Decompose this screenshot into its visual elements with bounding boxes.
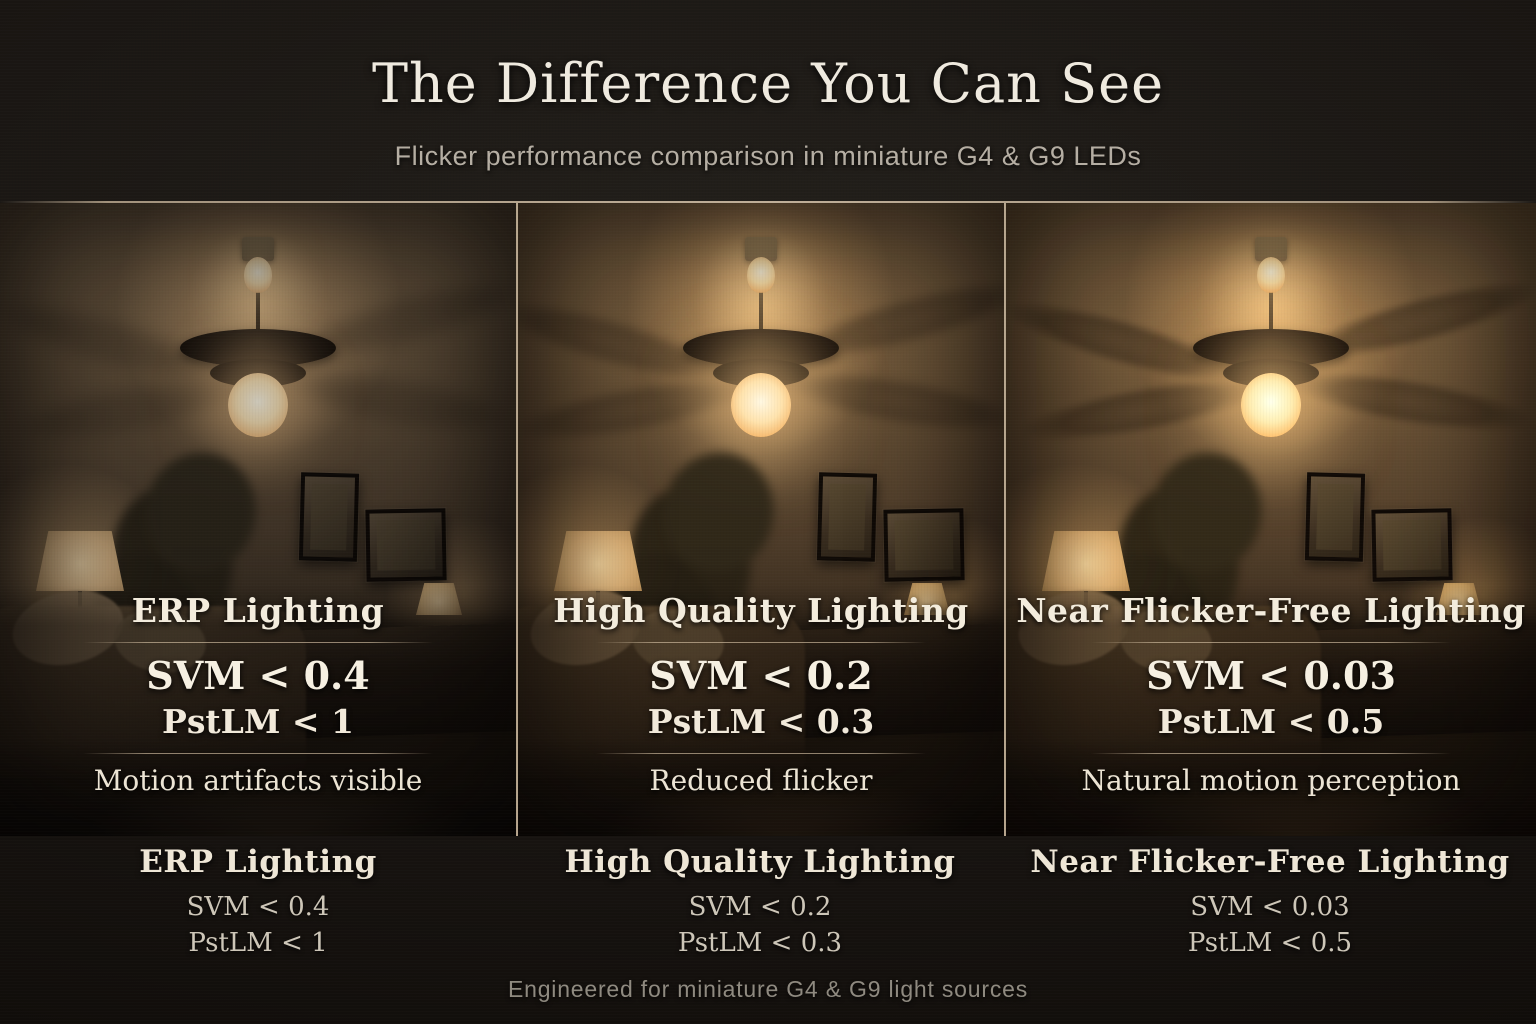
stat-divider [1090, 753, 1452, 754]
stat-divider [1090, 642, 1452, 643]
panel-caption: Natural motion perception [1081, 764, 1461, 797]
panel-erp-lighting: ERP Lighting SVM < 0.4 PstLM < 1 Motion … [0, 203, 516, 836]
bottom-label-high-quality: High Quality Lighting SVM < 0.2 PstLM < … [516, 844, 1004, 958]
stat-divider [595, 753, 927, 754]
bottom-labels-row: ERP Lighting SVM < 0.4 PstLM < 1 High Qu… [0, 844, 1536, 958]
fan-light-bulb [228, 373, 288, 437]
bottom-label-heading: Near Flicker-Free Lighting [1030, 844, 1510, 880]
panel-near-flicker-free-lighting: Near Flicker-Free Lighting SVM < 0.03 Ps… [1004, 203, 1536, 836]
panel-heading: Near Flicker-Free Lighting [1016, 591, 1526, 630]
pstlm-value: PstLM < 0.5 [1157, 702, 1385, 741]
comparison-photo-strip: ERP Lighting SVM < 0.4 PstLM < 1 Motion … [0, 203, 1536, 836]
bottom-label-pstlm: PstLM < 1 [188, 928, 328, 958]
footer-tagline: Engineered for miniature G4 & G9 light s… [507, 976, 1029, 1002]
floor-lamp-shade [554, 531, 642, 591]
fan-downrod [1269, 259, 1273, 335]
svm-value: SVM < 0.2 [649, 653, 873, 698]
top-divider-line [0, 201, 1536, 203]
stat-divider [82, 753, 434, 754]
pstlm-value: PstLM < 0.3 [647, 702, 875, 741]
panel-caption: Reduced flicker [649, 764, 873, 797]
room-photo-flicker-free [1006, 203, 1536, 836]
floor-shadow [518, 738, 1004, 836]
header: The Difference You Can See Flicker perfo… [0, 52, 1536, 172]
bottom-label-pstlm: PstLM < 0.3 [677, 928, 843, 958]
table-lamp [904, 583, 950, 615]
panel-heading: High Quality Lighting [553, 591, 969, 630]
bottom-label-flicker-free: Near Flicker-Free Lighting SVM < 0.03 Ps… [1004, 844, 1536, 958]
floor-shadow [1006, 738, 1536, 836]
panel-stats-high-quality: High Quality Lighting SVM < 0.2 PstLM < … [518, 585, 1004, 811]
floor-shadow [0, 738, 516, 836]
panel-stats-flicker-free: Near Flicker-Free Lighting SVM < 0.03 Ps… [1006, 585, 1536, 811]
picture-frame-large [365, 508, 447, 582]
picture-frame-large [883, 508, 965, 582]
page-subtitle: Flicker performance comparison in miniat… [394, 141, 1142, 171]
svm-value: SVM < 0.4 [146, 653, 370, 698]
ceiling-bulb [747, 257, 775, 293]
room-photo-erp [0, 203, 516, 836]
fan-downrod [256, 259, 260, 335]
ceiling-bulb [1257, 257, 1285, 293]
panel-high-quality-lighting: High Quality Lighting SVM < 0.2 PstLM < … [516, 203, 1004, 836]
stat-divider [82, 642, 434, 643]
table-lamp [1436, 583, 1482, 615]
bottom-label-pstlm: PstLM < 0.5 [1187, 928, 1353, 958]
fan-light-bulb [1241, 373, 1301, 437]
bottom-label-svm: SVM < 0.03 [1190, 892, 1350, 922]
stat-divider [595, 642, 927, 643]
picture-frame-large [1371, 508, 1453, 582]
panel-caption: Motion artifacts visible [93, 764, 423, 797]
picture-frame-small [298, 472, 360, 562]
fan-light-bulb [731, 373, 791, 437]
bottom-label-erp: ERP Lighting SVM < 0.4 PstLM < 1 [0, 844, 516, 958]
pstlm-value: PstLM < 1 [162, 702, 354, 741]
fan-downrod [759, 259, 763, 335]
svm-value: SVM < 0.03 [1146, 653, 1396, 698]
bottom-label-heading: ERP Lighting [139, 844, 377, 880]
panel-heading: ERP Lighting [131, 591, 385, 630]
picture-frame-small [1304, 472, 1366, 562]
page-title: The Difference You Can See [371, 52, 1165, 115]
panel-stats-erp: ERP Lighting SVM < 0.4 PstLM < 1 Motion … [0, 585, 516, 811]
floor-lamp-shade [36, 531, 124, 591]
room-photo-high-quality [518, 203, 1004, 836]
table-lamp [416, 583, 462, 615]
bottom-label-svm: SVM < 0.2 [688, 892, 832, 922]
bottom-label-heading: High Quality Lighting [564, 844, 956, 880]
floor-lamp-shade [1042, 531, 1130, 591]
ceiling-bulb [244, 257, 272, 293]
bottom-label-svm: SVM < 0.4 [186, 892, 330, 922]
picture-frame-small [816, 472, 878, 562]
